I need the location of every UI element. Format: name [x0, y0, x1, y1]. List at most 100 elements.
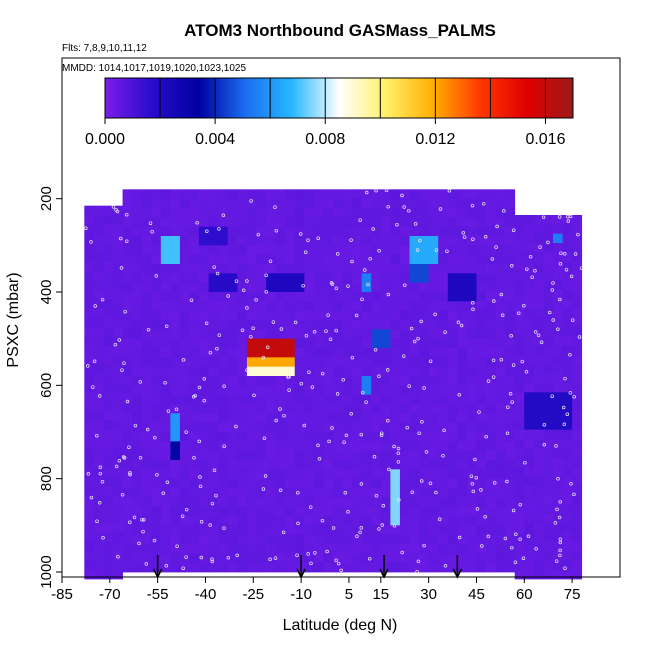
sample-point [95, 519, 99, 523]
heatmap-cell [208, 310, 219, 321]
sample-point [495, 224, 499, 229]
heatmap-cell [199, 544, 210, 554]
heatmap-cell [227, 460, 238, 470]
heatmap-cell [380, 254, 391, 265]
heatmap-cell [428, 301, 439, 312]
x-tick-label: -25 [242, 586, 264, 603]
heatmap-cell [352, 422, 363, 433]
sample-point [413, 222, 418, 226]
heatmap-cell [93, 429, 104, 440]
heatmap-cell [266, 189, 277, 200]
sample-point [563, 252, 567, 256]
heatmap-cell [189, 310, 200, 321]
heatmap-cell [333, 310, 343, 321]
heatmap-cell [313, 413, 324, 424]
heatmap-cell [93, 467, 104, 477]
heatmap-cell [552, 364, 563, 375]
heatmap-cell [361, 525, 372, 536]
heatmap-cell [533, 224, 544, 235]
heatmap-cell [237, 329, 248, 340]
heatmap-cell [227, 301, 238, 312]
sample-point [120, 492, 125, 497]
heatmap-cell [160, 488, 171, 498]
heatmap-cell [352, 310, 363, 321]
sample-point [377, 249, 381, 253]
heatmap-cell [170, 366, 181, 377]
heatmap-cell [333, 348, 343, 358]
heatmap-cell [447, 264, 458, 274]
heatmap-cell [304, 469, 315, 480]
sample-point [419, 479, 424, 483]
heatmap-cell [552, 476, 563, 487]
heatmap-cell [266, 413, 277, 424]
heatmap-cell [151, 329, 162, 340]
heatmap-cell [122, 525, 133, 536]
heatmap-cell [160, 553, 171, 564]
sample-point [558, 553, 562, 558]
heatmap-cell [371, 217, 382, 228]
heatmap-cell [486, 226, 496, 237]
heatmap-cell [505, 432, 516, 442]
sample-point [533, 330, 538, 334]
heatmap-cell [533, 551, 544, 561]
heatmap-cell [132, 562, 143, 573]
heatmap-cell [208, 376, 219, 386]
heatmap-cell [533, 401, 544, 412]
heatmap-cell [266, 282, 277, 293]
heatmap-cell [141, 264, 152, 274]
heatmap-cell [208, 404, 219, 414]
heatmap-cell [256, 254, 267, 265]
sample-point [328, 337, 333, 341]
heatmap-cell [93, 420, 104, 431]
heatmap-cell [380, 562, 391, 573]
heatmap-cell [562, 243, 573, 253]
heatmap-cell [447, 254, 458, 265]
heatmap-cell [466, 432, 477, 442]
sample-point [306, 552, 310, 556]
sample-point [565, 412, 570, 416]
heatmap-cell [543, 411, 554, 421]
heatmap-cell [361, 310, 372, 321]
heatmap-cell [495, 208, 506, 218]
sample-point [111, 205, 116, 209]
heatmap-cell [543, 392, 554, 403]
heatmap-cell [543, 429, 554, 440]
heatmap-cell [275, 320, 286, 330]
sample-point [420, 420, 424, 424]
heatmap-cell [304, 506, 315, 517]
heatmap-cell [218, 450, 229, 461]
heatmap-cell [237, 534, 248, 545]
heatmap-cell [189, 189, 200, 200]
heatmap-cell [476, 562, 487, 573]
heatmap-cell [208, 282, 219, 293]
heatmap-cell [199, 478, 210, 489]
heatmap-cell [476, 208, 487, 218]
heatmap-cell [562, 485, 573, 496]
heatmap-cell [399, 264, 410, 274]
sample-point [558, 499, 562, 504]
heatmap-cell [466, 506, 477, 517]
heatmap-cell [93, 513, 104, 524]
heatmap-cell [132, 338, 143, 349]
heatmap-cell [160, 441, 171, 452]
heatmap-cell [103, 476, 114, 487]
heatmap-cell [409, 348, 420, 358]
heatmap-cell [285, 394, 296, 405]
heatmap-cell [218, 422, 229, 433]
sample-point [137, 541, 141, 546]
sample-point [470, 301, 475, 305]
heatmap-cell [84, 364, 95, 375]
heatmap-cell [237, 357, 248, 368]
heatmap-cell [246, 198, 257, 209]
heatmap-cell [256, 534, 267, 545]
heatmap-cell [514, 523, 525, 533]
heatmap-cell [170, 236, 181, 246]
heatmap-cell [275, 497, 286, 508]
sample-point [310, 385, 315, 389]
heatmap-cell [447, 226, 458, 237]
heatmap-cell [256, 385, 267, 396]
heatmap-cell [179, 245, 190, 256]
heatmap-cell [543, 317, 554, 328]
heatmap-cell [457, 469, 468, 480]
sample-point [570, 318, 575, 322]
